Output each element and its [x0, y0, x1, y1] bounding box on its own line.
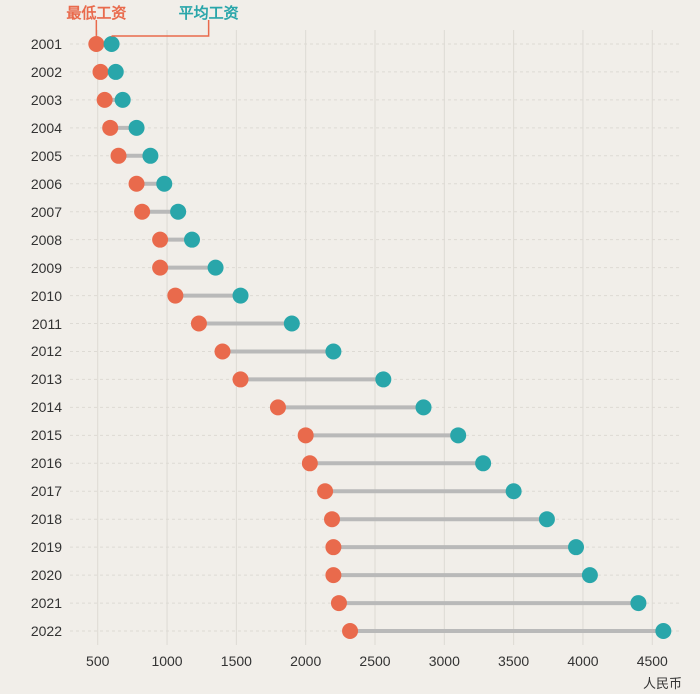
avg-wage-marker	[129, 120, 145, 136]
y-axis-label: 2018	[22, 511, 62, 527]
min-wage-marker	[317, 483, 333, 499]
min-wage-marker	[191, 316, 207, 332]
avg-wage-marker	[475, 455, 491, 471]
y-axis-label: 2012	[22, 343, 62, 359]
avg-wage-marker	[208, 260, 224, 276]
min-wage-marker	[324, 511, 340, 527]
avg-wage-marker	[156, 176, 172, 192]
min-wage-marker	[215, 343, 231, 359]
avg-wage-marker	[539, 511, 555, 527]
y-axis-label: 2013	[22, 371, 62, 387]
avg-wage-marker	[233, 288, 249, 304]
min-wage-marker	[302, 455, 318, 471]
min-wage-marker	[88, 36, 104, 52]
x-axis-label: 3500	[498, 653, 529, 669]
x-axis-label: 4500	[637, 653, 668, 669]
avg-wage-marker	[630, 595, 646, 611]
min-wage-marker	[331, 595, 347, 611]
y-axis-label: 2008	[22, 232, 62, 248]
y-axis-label: 2014	[22, 399, 62, 415]
dumbbell-chart	[0, 0, 700, 694]
avg-wage-marker	[655, 623, 671, 639]
min-wage-marker	[342, 623, 358, 639]
x-axis-label: 1500	[221, 653, 252, 669]
min-wage-marker	[97, 92, 113, 108]
avg-wage-marker	[568, 539, 584, 555]
avg-wage-marker	[142, 148, 158, 164]
y-axis-label: 2004	[22, 120, 62, 136]
avg-wage-marker	[450, 427, 466, 443]
min-wage-marker	[325, 539, 341, 555]
y-axis-label: 2019	[22, 539, 62, 555]
avg-wage-marker	[582, 567, 598, 583]
avg-wage-marker	[115, 92, 131, 108]
y-axis-label: 2016	[22, 455, 62, 471]
y-axis-label: 2017	[22, 483, 62, 499]
legend-min-wage: 最低工资	[66, 2, 126, 23]
avg-wage-marker	[506, 483, 522, 499]
x-axis-label: 2500	[359, 653, 390, 669]
y-axis-label: 2003	[22, 92, 62, 108]
y-axis-label: 2022	[22, 623, 62, 639]
y-axis-label: 2001	[22, 36, 62, 52]
x-axis-label: 4000	[567, 653, 598, 669]
min-wage-marker	[270, 399, 286, 415]
y-axis-label: 2009	[22, 260, 62, 276]
min-wage-marker	[152, 260, 168, 276]
y-axis-label: 2021	[22, 595, 62, 611]
y-axis-label: 2005	[22, 148, 62, 164]
avg-wage-marker	[325, 343, 341, 359]
y-axis-label: 2011	[22, 316, 62, 332]
min-wage-marker	[325, 567, 341, 583]
x-axis-label: 2000	[290, 653, 321, 669]
x-axis-label: 500	[86, 653, 109, 669]
y-axis-label: 2007	[22, 204, 62, 220]
min-wage-marker	[298, 427, 314, 443]
avg-wage-marker	[104, 36, 120, 52]
min-wage-marker	[134, 204, 150, 220]
min-wage-marker	[167, 288, 183, 304]
min-wage-marker	[93, 64, 109, 80]
y-axis-label: 2002	[22, 64, 62, 80]
avg-wage-marker	[184, 232, 200, 248]
x-axis-label: 3000	[429, 653, 460, 669]
y-axis-label: 2006	[22, 176, 62, 192]
min-wage-marker	[233, 371, 249, 387]
legend-avg-wage: 平均工资	[179, 2, 239, 23]
min-wage-marker	[111, 148, 127, 164]
min-wage-marker	[129, 176, 145, 192]
avg-wage-marker	[170, 204, 186, 220]
avg-wage-marker	[375, 371, 391, 387]
x-axis-label: 1000	[151, 653, 182, 669]
min-wage-marker	[152, 232, 168, 248]
avg-wage-marker	[416, 399, 432, 415]
x-axis-title: 人民币	[643, 673, 682, 692]
y-axis-label: 2020	[22, 567, 62, 583]
y-axis-label: 2015	[22, 427, 62, 443]
avg-wage-marker	[284, 316, 300, 332]
avg-wage-marker	[108, 64, 124, 80]
y-axis-label: 2010	[22, 288, 62, 304]
min-wage-marker	[102, 120, 118, 136]
